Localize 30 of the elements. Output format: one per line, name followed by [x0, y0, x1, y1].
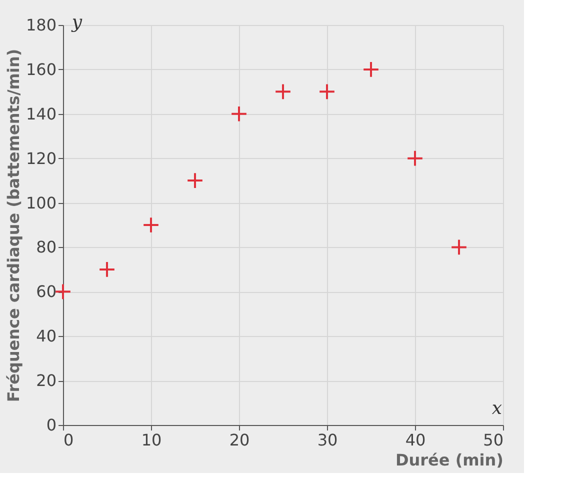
y-tick-label: 60 — [36, 282, 56, 302]
x-tick-label: 50 — [483, 430, 504, 450]
y-tick-label: 0 — [46, 416, 56, 434]
point — [186, 172, 204, 189]
annotation: y — [70, 12, 83, 33]
y-tick-label: 160 — [26, 60, 56, 79]
point — [362, 61, 380, 78]
y-tick-label: 20 — [36, 371, 56, 390]
point — [406, 150, 424, 167]
y-tick-label: 100 — [26, 193, 56, 212]
y-tick-label: 140 — [26, 104, 56, 124]
y-tick-label: 40 — [36, 326, 56, 346]
point — [142, 216, 160, 234]
point — [318, 83, 336, 100]
y-tick-label: 80 — [36, 238, 56, 257]
point — [230, 105, 248, 122]
y-tick-label: 180 — [26, 16, 56, 34]
y-tick-label: 120 — [26, 148, 56, 168]
y-axis-title: Fréquence cardiaque (battements/min) — [4, 48, 23, 402]
point — [450, 238, 468, 256]
x-axis-title: Durée (min) — [395, 450, 504, 470]
x-tick-label: 40 — [405, 430, 426, 450]
point — [98, 261, 116, 278]
x-tick-label: 10 — [141, 430, 162, 450]
x-tick-label: 20 — [229, 430, 250, 450]
annotation: x — [492, 398, 502, 419]
point — [274, 83, 292, 100]
x-tick-label: 0 — [64, 430, 74, 450]
x-tick-label: 30 — [317, 430, 338, 450]
point — [54, 283, 72, 300]
